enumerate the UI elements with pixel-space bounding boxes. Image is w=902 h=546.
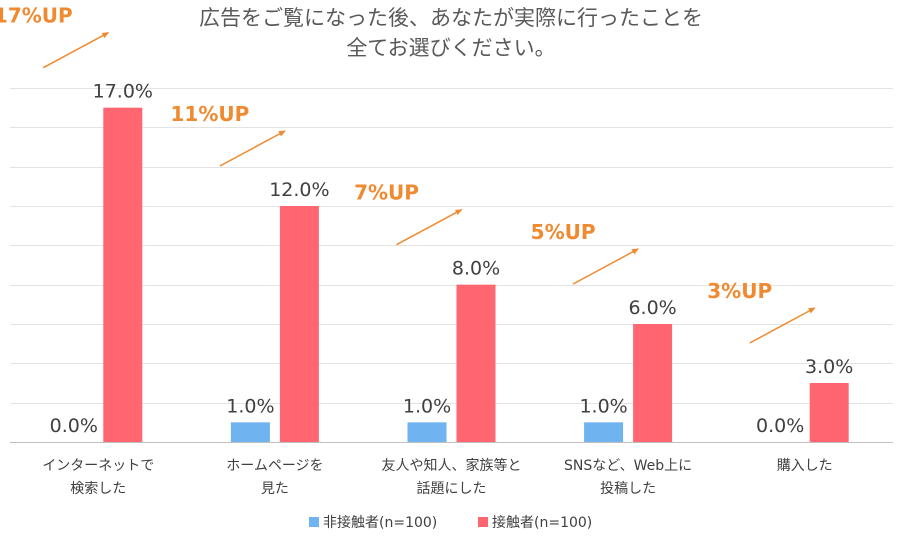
value-label-non-contact: 1.0%	[226, 395, 274, 417]
category-label: ホームページを	[226, 458, 323, 474]
up-annotation: 3%UP	[707, 279, 772, 303]
value-label-non-contact: 0.0%	[50, 415, 98, 437]
bar-contact	[456, 284, 496, 442]
up-arrow	[219, 130, 286, 167]
up-arrow	[572, 248, 639, 285]
bar-contact	[809, 383, 849, 442]
category-label: 話題にした	[417, 480, 487, 497]
up-arrow	[396, 209, 463, 246]
bar-non-contact	[230, 422, 270, 442]
up-annotation: 7%UP	[354, 181, 419, 205]
gridlines	[10, 88, 893, 443]
chart-title-line-1: 広告をご覧になった後、あなたが実際に行ったことを	[199, 6, 703, 30]
up-annotation: 11%UP	[171, 102, 250, 126]
value-labels: 0.0% 17.0% 1.0% 12.0% 1.0% 8.0% 1.0% 6.0% 0.0% 3.…	[50, 81, 854, 437]
value-label-non-contact: 1.0%	[579, 395, 627, 417]
category-label: 検索した	[70, 480, 126, 497]
up-arrow	[42, 32, 110, 69]
bar-contact	[103, 107, 143, 443]
up-arrow	[749, 307, 816, 344]
value-label-contact: 3.0%	[805, 356, 853, 378]
chart-title-line-2: 全てお選びください。	[346, 36, 555, 60]
up-annotation: 17%UP	[0, 4, 73, 28]
category-label: インターネットで	[42, 458, 154, 474]
category-label: 購入した	[777, 458, 833, 474]
value-label-non-contact: 1.0%	[403, 395, 451, 417]
legend: 非接触者(n=100) 接触者(n=100)	[309, 514, 592, 531]
legend-label-non-contact: 非接触者(n=100)	[323, 514, 437, 531]
bar-contact	[279, 206, 319, 442]
category-label: 投稿した	[600, 481, 656, 497]
bar-non-contact	[407, 422, 447, 442]
category-label: 見た	[261, 481, 289, 497]
up-annotation: 5%UP	[531, 220, 596, 244]
legend-swatch-contact	[478, 517, 488, 527]
category-label: SNSなど、Web上に	[564, 458, 692, 474]
category-label: 友人や知人、家族等と	[382, 457, 522, 474]
bar-non-contact	[584, 422, 624, 442]
value-label-contact: 6.0%	[628, 297, 676, 319]
value-label-contact: 17.0%	[93, 81, 153, 103]
legend-label-contact: 接触者(n=100)	[492, 514, 592, 531]
bar-contact	[633, 324, 673, 442]
value-label-non-contact: 0.0%	[756, 415, 804, 437]
up-annotations: 17%UP 11%UP 7%UP 5%UP 3%UP	[0, 4, 816, 344]
value-label-contact: 8.0%	[452, 258, 500, 280]
bars	[103, 107, 849, 443]
legend-swatch-non-contact	[309, 517, 319, 527]
value-label-contact: 12.0%	[269, 179, 329, 201]
